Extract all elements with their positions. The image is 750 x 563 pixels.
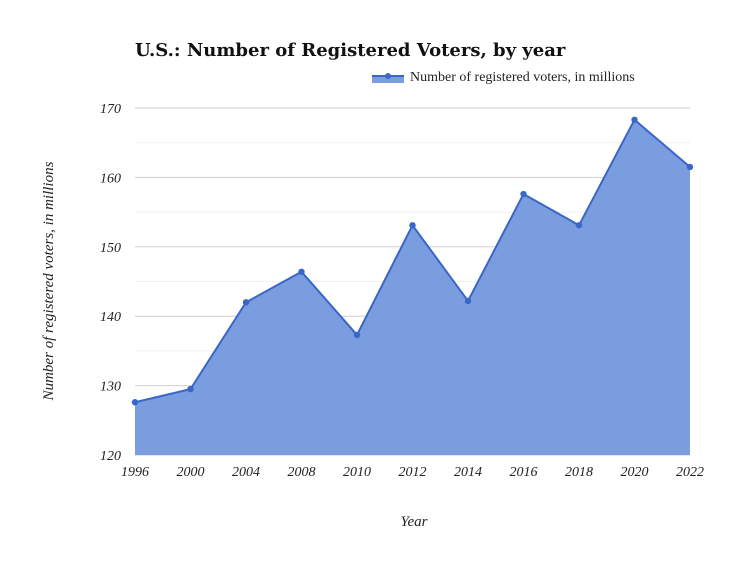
data-point [520, 190, 527, 198]
data-point [131, 399, 139, 406]
x-tick-label: 2016 [510, 465, 538, 480]
x-axis: 1996 2000 2004 2008 2010 2012 2014 2016 2018 2020… [121, 465, 704, 480]
x-tick-label: 2000 [177, 465, 205, 480]
legend: Number of registered voters, in millions [372, 70, 635, 85]
area-fill [135, 119, 690, 455]
x-tick-label: 2018 [565, 465, 593, 480]
x-tick-label: 2004 [232, 465, 260, 480]
y-axis-label: Number of registered voters, in millions [41, 161, 57, 401]
data-point [631, 116, 638, 123]
x-tick-label: 2020 [621, 465, 649, 480]
x-tick-label: 1996 [121, 465, 149, 480]
y-tick-label: 170 [100, 102, 121, 117]
x-axis-label: Year [401, 514, 428, 530]
data-point [686, 163, 694, 171]
data-point [298, 268, 305, 275]
y-tick-label: 150 [100, 241, 121, 256]
series-area [131, 116, 694, 455]
y-tick-label: 160 [100, 171, 121, 186]
x-tick-label: 2022 [676, 465, 704, 480]
y-tick-label: 140 [100, 310, 121, 325]
x-tick-label: 2014 [454, 465, 482, 480]
y-tick-label: 130 [100, 380, 121, 395]
x-tick-label: 2008 [288, 465, 316, 480]
y-axis: 120 130 140 150 160 170 [100, 102, 121, 464]
x-tick-label: 2010 [343, 465, 371, 480]
data-point [575, 222, 583, 229]
y-tick-label: 120 [100, 449, 121, 464]
data-point [464, 297, 472, 305]
x-tick-label: 2012 [399, 465, 427, 480]
data-point [353, 331, 361, 339]
legend-label: Number of registered voters, in millions [410, 70, 635, 85]
data-point [242, 299, 250, 306]
data-point [187, 385, 194, 393]
chart-title: U.S.: Number of Registered Voters, by ye… [135, 40, 566, 61]
data-point [409, 222, 416, 229]
